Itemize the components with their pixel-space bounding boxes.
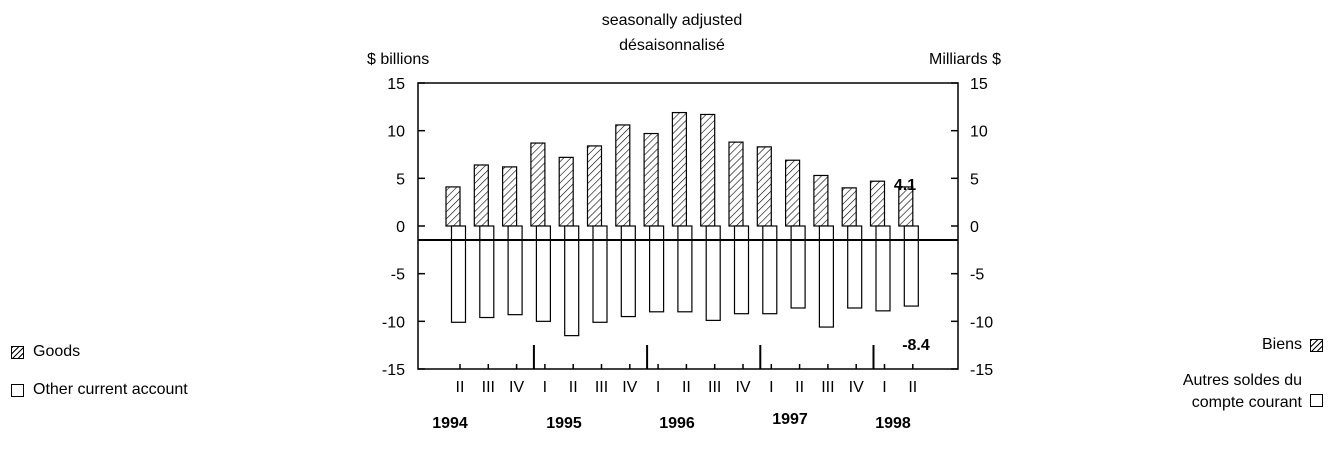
other-bar bbox=[733, 225, 750, 315]
y-tick-label-right: 0 bbox=[970, 219, 979, 236]
goods-bar bbox=[643, 132, 659, 227]
y-tick-label-left: -5 bbox=[391, 267, 405, 284]
other-bar bbox=[648, 225, 665, 313]
year-label: 1997 bbox=[772, 411, 808, 428]
goods-bar bbox=[502, 166, 518, 227]
x-tick-label: II bbox=[682, 379, 691, 396]
x-tick-label: II bbox=[569, 379, 578, 396]
x-tick-label: IV bbox=[622, 379, 637, 396]
x-tick-label: I bbox=[769, 379, 773, 396]
y-tick-label-left: 10 bbox=[387, 124, 405, 141]
goods-bar bbox=[784, 159, 801, 227]
other-bar bbox=[677, 225, 693, 313]
goods-bar bbox=[813, 174, 829, 227]
other-bar bbox=[818, 225, 835, 328]
goods-bar bbox=[558, 156, 574, 227]
legend-goods-label: Goods bbox=[33, 343, 81, 360]
other-bar bbox=[847, 225, 863, 309]
data-label-other-last: -8.4 bbox=[902, 337, 930, 354]
other-bar bbox=[875, 225, 891, 312]
x-tick-label: III bbox=[821, 379, 834, 396]
y-tick-label-left: 15 bbox=[387, 76, 405, 93]
goods-bar bbox=[841, 187, 857, 227]
other-bar bbox=[535, 225, 552, 322]
y-tick-label-right: 10 bbox=[970, 124, 988, 141]
other-bar bbox=[705, 225, 721, 321]
title-line-1: seasonally adjusted bbox=[602, 12, 743, 29]
other-bar bbox=[790, 225, 806, 309]
other-swatch bbox=[11, 383, 24, 397]
goods-bar bbox=[700, 113, 716, 227]
biens-swatch bbox=[1310, 338, 1323, 352]
x-tick-label: II bbox=[795, 379, 804, 396]
y-tick-label-right: -10 bbox=[970, 314, 993, 331]
year-label: 1995 bbox=[546, 415, 582, 432]
y-tick-label-left: -10 bbox=[382, 314, 405, 331]
legend-other-label: Other current account bbox=[33, 381, 188, 398]
other-bar bbox=[450, 225, 467, 323]
legend-left-other: Other current account bbox=[11, 381, 188, 399]
goods-bar bbox=[756, 146, 772, 227]
y-tick-label-right: -15 bbox=[970, 362, 993, 379]
x-tick-label: III bbox=[708, 379, 721, 396]
legend-autres-line1: Autres soldes du bbox=[1182, 372, 1302, 389]
y-tick-label-right: 5 bbox=[970, 171, 979, 188]
goods-bar bbox=[445, 186, 461, 227]
data-label-goods-last: 4.1 bbox=[894, 177, 916, 194]
other-bar bbox=[903, 225, 919, 307]
x-tick-label: III bbox=[595, 379, 608, 396]
x-tick-label: II bbox=[908, 379, 917, 396]
other-bar bbox=[762, 225, 778, 315]
title-line-2: désaisonnalisé bbox=[619, 37, 725, 54]
legend-right-other: Autres soldes du compte courant bbox=[1183, 370, 1323, 414]
x-tick-label: IV bbox=[849, 379, 864, 396]
y-tick-label-right: 15 bbox=[970, 76, 988, 93]
x-tick-label: II bbox=[456, 379, 465, 396]
other-bar bbox=[564, 225, 580, 337]
legend-biens-label: Biens bbox=[1261, 336, 1302, 353]
goods-bar bbox=[728, 141, 744, 227]
x-tick-label: I bbox=[656, 379, 660, 396]
year-label: 1996 bbox=[659, 415, 695, 432]
y-tick-label-left: 0 bbox=[396, 219, 405, 236]
goods-swatch bbox=[11, 345, 24, 359]
y-axis-label-right: Milliards $ bbox=[929, 51, 1001, 68]
x-tick-label: I bbox=[882, 379, 886, 396]
x-tick-label: IV bbox=[509, 379, 524, 396]
legend-autres-line2: compte courant bbox=[1191, 394, 1302, 411]
other-bar bbox=[479, 225, 495, 319]
goods-bar bbox=[530, 142, 546, 227]
goods-bar bbox=[473, 164, 489, 227]
legend-right-goods: Biens bbox=[1262, 336, 1323, 354]
y-tick-label-left: 5 bbox=[396, 171, 405, 188]
other-bar bbox=[592, 225, 608, 323]
other-bar bbox=[507, 225, 523, 316]
year-label: 1998 bbox=[875, 415, 911, 432]
other-bar bbox=[620, 225, 636, 318]
y-tick-label-right: -5 bbox=[970, 267, 984, 284]
y-tick-label-left: -15 bbox=[382, 362, 405, 379]
autres-swatch bbox=[1310, 393, 1323, 407]
y-axis-label-left: $ billions bbox=[367, 51, 429, 68]
x-tick-label: III bbox=[482, 379, 495, 396]
year-label: 1994 bbox=[432, 415, 468, 432]
goods-bar bbox=[615, 124, 631, 227]
bars-layer bbox=[445, 111, 919, 337]
x-tick-label: I bbox=[543, 379, 547, 396]
goods-bar bbox=[586, 145, 603, 227]
goods-bar bbox=[671, 111, 688, 227]
goods-bar bbox=[869, 180, 886, 227]
x-tick-label: IV bbox=[735, 379, 750, 396]
legend-left-goods: Goods bbox=[11, 343, 80, 361]
